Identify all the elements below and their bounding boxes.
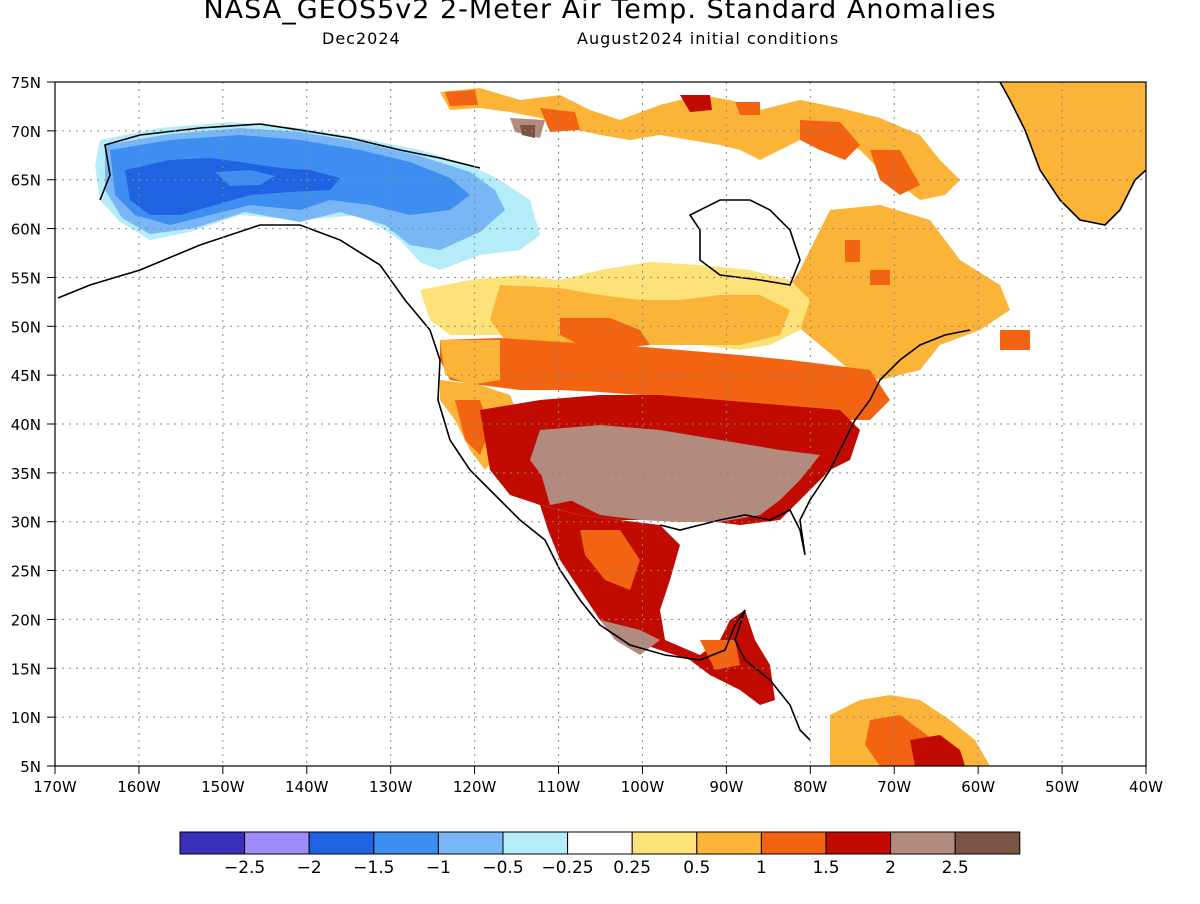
lon-tick-label: 160W bbox=[117, 778, 161, 796]
legend-label: −0.25 bbox=[542, 858, 594, 878]
lon-tick-label: 150W bbox=[201, 778, 245, 796]
legend-swatch bbox=[954, 831, 1021, 855]
legend-label: 2.5 bbox=[942, 858, 969, 878]
lon-tick-label: 110W bbox=[537, 778, 581, 796]
lon-tick-label: 60W bbox=[961, 778, 995, 796]
color-legend: −2.5 −2 −1.5 −1 −0.5 −0.25 0.25 0.5 1 1.5 2 2.5 bbox=[179, 831, 1021, 878]
lat-tick-label: 5N bbox=[20, 758, 41, 776]
lon-tick-label: 100W bbox=[621, 778, 665, 796]
map-region bbox=[700, 640, 740, 670]
lat-tick-label: 70N bbox=[11, 123, 41, 141]
lon-tick-label: 70W bbox=[877, 778, 911, 796]
map-region bbox=[845, 240, 860, 262]
map-region bbox=[910, 735, 965, 766]
legend-label: 1.5 bbox=[812, 858, 839, 878]
legend-swatch bbox=[502, 831, 569, 855]
legend-label: 0.5 bbox=[683, 858, 710, 878]
legend-swatch bbox=[890, 831, 956, 855]
legend-swatch bbox=[696, 831, 762, 855]
lat-tick-label: 60N bbox=[11, 221, 41, 239]
lat-tick-label: 35N bbox=[11, 465, 41, 483]
lat-tick-label: 40N bbox=[11, 416, 41, 434]
legend-label: 2 bbox=[885, 858, 896, 878]
legend-swatch bbox=[373, 831, 439, 855]
legend-swatch bbox=[308, 831, 375, 855]
lon-tick-label: 80W bbox=[793, 778, 827, 796]
map-region bbox=[125, 158, 340, 215]
coastline-greenland bbox=[999, 82, 1146, 226]
map-region bbox=[440, 340, 500, 385]
lat-tick-label: 50N bbox=[11, 318, 41, 336]
lon-tick-label: 140W bbox=[285, 778, 329, 796]
map-region bbox=[780, 205, 1010, 380]
legend-swatch bbox=[179, 831, 246, 855]
longitude-labels: 170W 160W 150W 140W 130W 120W 110W 100W 90W 80W 70… bbox=[33, 766, 1163, 796]
legend-label: −0.5 bbox=[482, 858, 523, 878]
coastline-north-america bbox=[57, 224, 811, 741]
legend-label: −2.5 bbox=[224, 858, 265, 878]
lon-tick-label: 130W bbox=[369, 778, 413, 796]
map-region bbox=[735, 102, 760, 115]
map-region bbox=[560, 318, 650, 348]
map-region bbox=[530, 425, 820, 522]
map-region bbox=[520, 125, 535, 138]
map-region bbox=[445, 90, 478, 106]
lat-tick-label: 15N bbox=[11, 660, 41, 678]
coastline-alaska-north bbox=[99, 123, 481, 201]
legend-swatch bbox=[631, 831, 698, 855]
coastlines bbox=[57, 82, 1146, 741]
map-region bbox=[540, 470, 575, 505]
lat-tick-label: 55N bbox=[11, 269, 41, 287]
lat-tick-label: 20N bbox=[11, 611, 41, 629]
legend-label: 1 bbox=[756, 858, 767, 878]
lat-tick-label: 45N bbox=[11, 367, 41, 385]
lon-tick-label: 40W bbox=[1129, 778, 1163, 796]
coastline-hudson-bay bbox=[688, 199, 801, 286]
map-region bbox=[680, 95, 712, 112]
map-region bbox=[540, 505, 775, 705]
legend-swatch bbox=[825, 831, 892, 855]
legend-label: 0.25 bbox=[613, 858, 651, 878]
lat-tick-label: 30N bbox=[11, 514, 41, 532]
anomaly-field bbox=[95, 82, 1146, 766]
map-region bbox=[540, 108, 580, 132]
map-region bbox=[800, 120, 860, 160]
lat-tick-label: 10N bbox=[11, 709, 41, 727]
lat-tick-label: 25N bbox=[11, 563, 41, 581]
legend-swatch bbox=[437, 831, 504, 855]
map-region bbox=[870, 270, 890, 285]
forecast-month: Dec2024 bbox=[322, 29, 401, 48]
lat-tick-label: 65N bbox=[11, 172, 41, 190]
latitude-labels: 75N 70N 65N 60N 55N 50N 45N 40N 35N 30N 25N 20N 15N 1… bbox=[11, 74, 55, 776]
map-region bbox=[1000, 82, 1146, 225]
map-region bbox=[870, 150, 920, 195]
coastline-gulf bbox=[659, 329, 971, 556]
legend-label: −1.5 bbox=[353, 858, 394, 878]
graticule bbox=[55, 82, 1146, 766]
map-region bbox=[215, 170, 275, 186]
map-region bbox=[580, 530, 640, 590]
legend-swatch bbox=[760, 831, 827, 855]
legend-swatch bbox=[244, 831, 310, 855]
legend-swatch bbox=[567, 831, 633, 855]
lon-tick-label: 90W bbox=[709, 778, 743, 796]
lon-tick-label: 120W bbox=[453, 778, 497, 796]
lat-tick-label: 75N bbox=[11, 74, 41, 92]
initial-conditions: August2024 initial conditions bbox=[577, 29, 840, 48]
legend-label: −2 bbox=[297, 858, 322, 878]
map-region bbox=[1000, 330, 1030, 350]
map-title: NASA_GEOS5v2 2-Meter Air Temp. Standard … bbox=[203, 0, 997, 25]
lon-tick-label: 50W bbox=[1045, 778, 1079, 796]
legend-label: −1 bbox=[426, 858, 451, 878]
map-region bbox=[440, 338, 890, 420]
map-region bbox=[600, 620, 660, 655]
lon-tick-label: 170W bbox=[33, 778, 77, 796]
